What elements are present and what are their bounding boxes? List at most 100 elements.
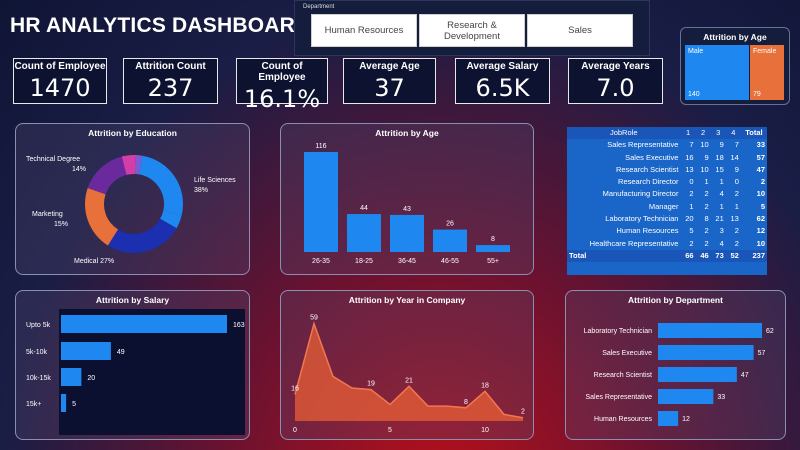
year-point-label: 2 [521,409,525,416]
salary-bar-value: 5 [72,401,76,408]
slicer-option-human-resources[interactable]: Human Resources [311,14,417,47]
donut-slice-technical-degree [87,156,127,195]
dept-category-label: Human Resources [594,416,652,423]
salary-bar-value: 20 [87,375,95,382]
age-chart-title: Attrition by Age [375,128,439,138]
table-row[interactable]: Human Resources 5 2 3 2 12 [567,225,767,237]
table-cell: 57 [756,152,765,162]
col-header-jobrole[interactable]: JobRole [609,128,638,137]
donut-slice-marketing [85,188,118,246]
salary-category-label: 10k-15k [26,375,51,382]
slicer-option-research-development[interactable]: Research & Development [419,14,525,47]
edu-label-marketing: Marketing [32,211,63,218]
col-header-total[interactable]: Total [745,128,763,137]
col-header-2[interactable]: 2 [701,128,706,137]
table-cell: 1 [719,201,724,211]
table-cell: 10 [756,189,765,199]
col-header-4[interactable]: 4 [731,128,736,137]
kpi-value: 16.1% [243,85,321,113]
table-cell: 4 [719,238,724,248]
kpi-average-years: Average Years 7.0 [568,58,663,104]
edu-pct-marketing: 15% [54,221,68,228]
kpi-value: 7.0 [596,74,635,102]
kpi-label: Average Salary [466,61,539,72]
age-bar-value: 44 [360,205,368,212]
col-header-3[interactable]: 3 [716,128,721,137]
table-row[interactable]: Healthcare Representative 2 2 4 2 10 [567,238,767,250]
dept-bar-value: 62 [766,328,774,335]
table-cell: 5 [760,201,765,211]
age-bar [347,214,381,252]
dept-bar [658,367,737,382]
year-point-label: 8 [464,399,468,406]
edu-label-medical: Medical 27% [74,258,114,265]
salary-category-label: 5k-10k [26,349,48,356]
table-row[interactable]: Research Scientist 13 10 15 9 47 [567,164,767,176]
year-point-label: 59 [310,315,318,322]
table-cell: 9 [704,152,709,162]
female-tile[interactable]: Female 79 [750,45,784,100]
table-cell: 2 [704,201,709,211]
age-panel: Attrition by Age 116 26-35 44 18-25 43 36-45 2… [280,123,534,275]
table-row[interactable]: Research Director 0 1 1 0 2 [567,176,767,188]
kpi-label: Average Years [581,61,650,72]
salary-bar [61,342,111,360]
dept-chart-title: Attrition by Department [628,295,723,305]
table-cell: 1 [734,201,739,211]
table-row[interactable]: Sales Representative 7 10 9 7 33 [567,139,767,151]
kpi-value: 237 [147,74,194,102]
row-label: Laboratory Technician [605,214,679,224]
table-cell: 2 [704,226,709,236]
male-tile[interactable]: Male 140 [685,45,749,100]
table-cell: 7 [689,140,694,150]
education-panel: Attrition by Education Life Sciences 38%… [15,123,250,275]
table-row[interactable]: Manufacturing Director 2 2 4 2 10 [567,188,767,200]
table-row[interactable]: Manager 1 2 1 1 5 [567,201,767,213]
salary-chart-title: Attrition by Salary [95,295,170,305]
gender-card-title: Attrition by Age [703,32,767,42]
dept-category-label: Laboratory Technician [584,328,652,335]
table-total-row[interactable]: Total 66 46 73 52 237 [567,249,767,263]
table-row[interactable]: Laboratory Technician 20 8 21 13 62 [567,213,767,225]
education-title: Attrition by Education [88,128,177,138]
table-cell: 33 [756,140,765,150]
salary-category-label: 15k+ [26,401,41,408]
department-slicer: Department Human Resources Research & De… [294,0,650,56]
table-cell: 9 [734,164,739,174]
table-cell: 2 [704,238,709,248]
table-cell: 237 [752,250,765,260]
year-tick-label: 5 [388,427,392,434]
col-header-1[interactable]: 1 [685,128,691,137]
table-cell: 1 [689,201,694,211]
year-point-label: 19 [367,381,375,388]
age-bar-value: 8 [491,236,495,243]
age-tick-label: 36-45 [398,258,416,265]
age-bar [433,229,467,252]
age-tick-label: 26-35 [312,258,330,265]
year-point-label: 16 [291,386,299,393]
table-cell: 0 [689,177,694,187]
donut-slice-medical [107,218,177,254]
jobrole-matrix: JobRole 1 2 3 4 Total Sales Representati… [567,127,767,275]
table-cell: 47 [756,164,765,174]
age-bar-chart: 116 26-35 44 18-25 43 36-45 26 46-55 8 55+ [304,143,510,265]
education-donut: Life Sciences 38% Medical 27% Marketing … [26,154,236,265]
table-cell: 12 [756,226,765,236]
slicer-option-sales[interactable]: Sales [527,14,633,47]
table-cell: 21 [715,214,724,224]
donut-slice-other [121,154,136,175]
kpi-label: Average Age [359,61,420,72]
table-row[interactable]: Sales Executive 16 9 18 14 57 [567,152,767,164]
kpi-value: 37 [374,74,405,102]
salary-bar-value: 49 [117,349,125,356]
row-label: Total [569,250,587,260]
gender-attrition-card: Attrition by Age Male 140 Female 79 [680,27,790,105]
age-tick-label: 18-25 [355,258,373,265]
table-cell: 10 [700,140,709,150]
table-cell: 2 [704,189,709,199]
table-cell: 4 [719,189,724,199]
table-cell: 52 [730,250,739,260]
table-cell: 73 [715,250,724,260]
age-bar-value: 26 [446,221,454,228]
kpi-value: 1470 [29,74,91,102]
